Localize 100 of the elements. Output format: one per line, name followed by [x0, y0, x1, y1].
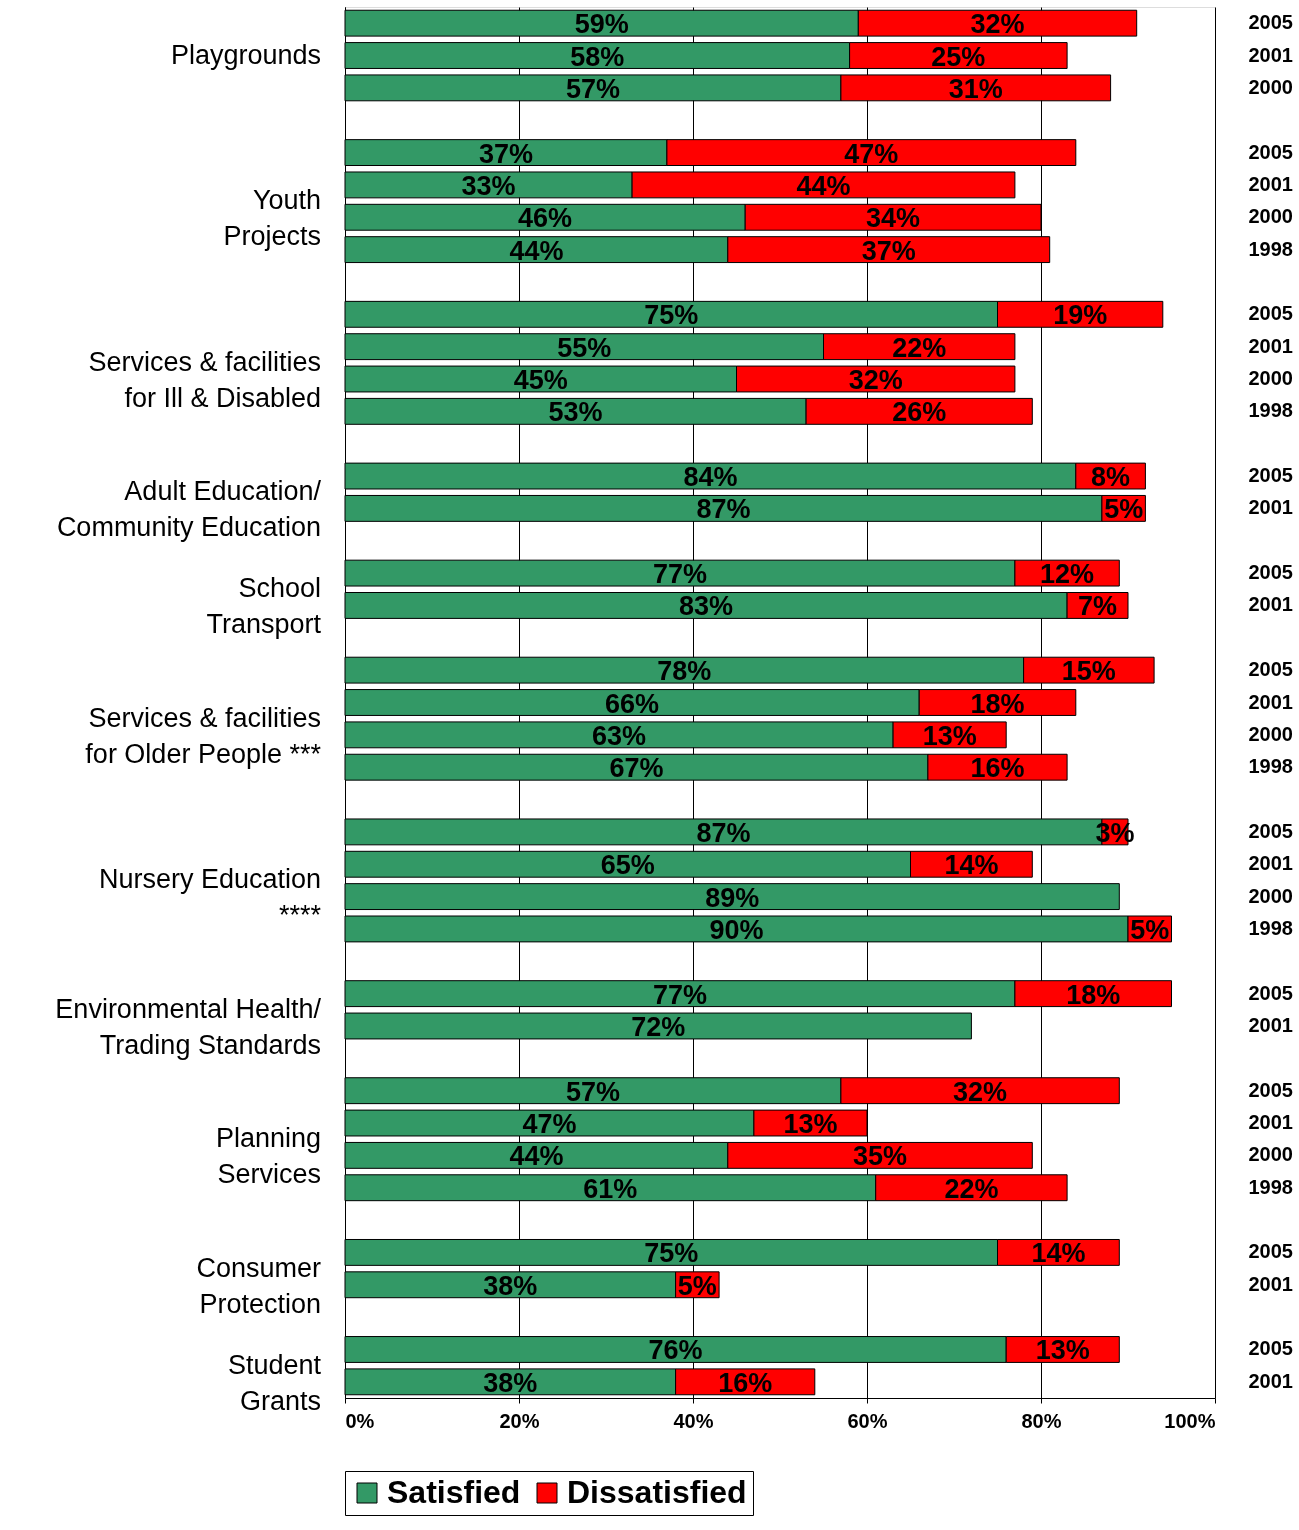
data-label: 57%	[565, 73, 620, 104]
y-tick-label: 1998	[1248, 399, 1293, 422]
data-label: 13%	[922, 720, 977, 751]
y-tick-label: 1998	[1248, 916, 1293, 939]
data-label: 12%	[1040, 559, 1095, 590]
text: Services & facilities for Ill & Disabled	[88, 346, 321, 413]
y-tick-label: 2000	[1248, 722, 1293, 745]
data-label: 63%	[592, 720, 647, 751]
x-tick-label: 60%	[847, 1409, 888, 1432]
y-tick-label: 2001	[1248, 1272, 1293, 1295]
data-label: 78%	[657, 656, 712, 687]
text: Adult Education/ Community Education	[56, 476, 322, 543]
data-label: 89%	[705, 882, 760, 913]
y-tick-label: 2001	[1248, 1111, 1293, 1134]
y-tick-label: 1998	[1248, 1175, 1293, 1198]
data-label: 16%	[970, 753, 1025, 784]
text: Youth Projects	[223, 185, 321, 252]
data-label: 18%	[1066, 979, 1121, 1010]
y-tick-label: 2005	[1248, 819, 1293, 842]
y-tick-label: 1998	[1248, 755, 1293, 778]
x-tick-label: 100%	[1164, 1409, 1216, 1432]
y-tick-label: 2005	[1248, 1240, 1293, 1263]
data-label: 66%	[605, 688, 660, 719]
data-label: 34%	[866, 203, 921, 234]
x-tick-label: 40%	[673, 1409, 714, 1432]
y-tick-label: 2005	[1248, 561, 1293, 584]
data-label: 87%	[696, 817, 751, 848]
data-label: 44%	[509, 1141, 564, 1172]
data-label: 47%	[844, 138, 899, 169]
text: School Transport	[206, 573, 322, 640]
data-label: 55%	[557, 332, 612, 363]
text: Playgrounds	[170, 39, 321, 70]
y-tick-label: 2005	[1248, 464, 1293, 487]
data-label: 5%	[1104, 494, 1144, 525]
data-label: 44%	[509, 235, 564, 266]
text: Services & facilities for Older People ***	[85, 702, 322, 769]
data-label: 15%	[1061, 656, 1116, 687]
y-tick-label: 2005	[1248, 981, 1293, 1004]
text: Environmental Health/ Trading Standards	[55, 993, 322, 1060]
data-label: 32%	[970, 9, 1025, 40]
y-tick-label: 2001	[1248, 496, 1293, 519]
data-label: 46%	[518, 203, 573, 234]
text: Planning Services	[215, 1123, 321, 1190]
data-label: 65%	[600, 850, 655, 881]
data-label: 32%	[848, 365, 903, 396]
y-tick-label: 2000	[1248, 75, 1293, 98]
data-label: 16%	[718, 1367, 773, 1398]
data-label: 58%	[570, 41, 625, 72]
y-tick-label: 2001	[1248, 852, 1293, 875]
data-label: 35%	[853, 1141, 908, 1172]
data-label: 72%	[631, 1011, 686, 1042]
x-tick-label: 0%	[345, 1409, 375, 1432]
legend-label: Satisfied	[387, 1474, 521, 1510]
y-tick-label: 2000	[1248, 367, 1293, 390]
y-tick-label: 2001	[1248, 593, 1293, 616]
y-tick-label: 2005	[1248, 140, 1293, 163]
y-tick-label: 2005	[1248, 658, 1293, 681]
data-label: 37%	[861, 235, 916, 266]
data-label: 45%	[513, 365, 568, 396]
data-label: 8%	[1091, 462, 1131, 493]
data-label: 53%	[548, 397, 603, 428]
data-label: 5%	[677, 1270, 717, 1301]
data-label: 25%	[931, 41, 986, 72]
data-label: 47%	[522, 1109, 577, 1140]
y-tick-label: 2001	[1248, 690, 1293, 713]
data-label: 22%	[944, 1173, 999, 1204]
data-label: 59%	[574, 9, 629, 40]
data-label: 83%	[679, 591, 734, 622]
data-label: 18%	[970, 688, 1025, 719]
data-label: 7%	[1078, 591, 1118, 622]
data-label: 32%	[953, 1076, 1008, 1107]
data-label: 14%	[1031, 1238, 1086, 1269]
x-tick-label: 20%	[499, 1409, 540, 1432]
y-tick-label: 2000	[1248, 884, 1293, 907]
y-tick-label: 2000	[1248, 1143, 1293, 1166]
x-tick-label: 80%	[1021, 1409, 1062, 1432]
data-label: 37%	[478, 138, 533, 169]
data-label: 26%	[892, 397, 947, 428]
data-label: 5%	[1130, 914, 1170, 945]
y-tick-label: 2001	[1248, 1369, 1293, 1392]
data-label: 75%	[644, 1238, 699, 1269]
data-label: 77%	[652, 559, 707, 590]
data-label: 87%	[696, 494, 751, 525]
data-label: 44%	[796, 170, 851, 201]
data-label: 33%	[461, 170, 516, 201]
y-tick-label: 2000	[1248, 205, 1293, 228]
y-tick-label: 2005	[1248, 1337, 1293, 1360]
data-label: 67%	[609, 753, 664, 784]
data-label: 57%	[565, 1076, 620, 1107]
data-label: 90%	[709, 914, 764, 945]
y-tick-label: 2005	[1248, 1078, 1293, 1101]
text: Nursery Education ****	[98, 864, 322, 931]
legend-label: Dissatisfied	[567, 1474, 747, 1510]
text: Student Grants	[227, 1349, 322, 1416]
data-label: 84%	[683, 462, 738, 493]
y-tick-label: 2005	[1248, 302, 1293, 325]
y-tick-label: 1998	[1248, 237, 1293, 260]
y-tick-label: 2005	[1248, 11, 1293, 34]
y-tick-label: 2001	[1248, 334, 1293, 357]
data-label: 19%	[1053, 300, 1108, 331]
